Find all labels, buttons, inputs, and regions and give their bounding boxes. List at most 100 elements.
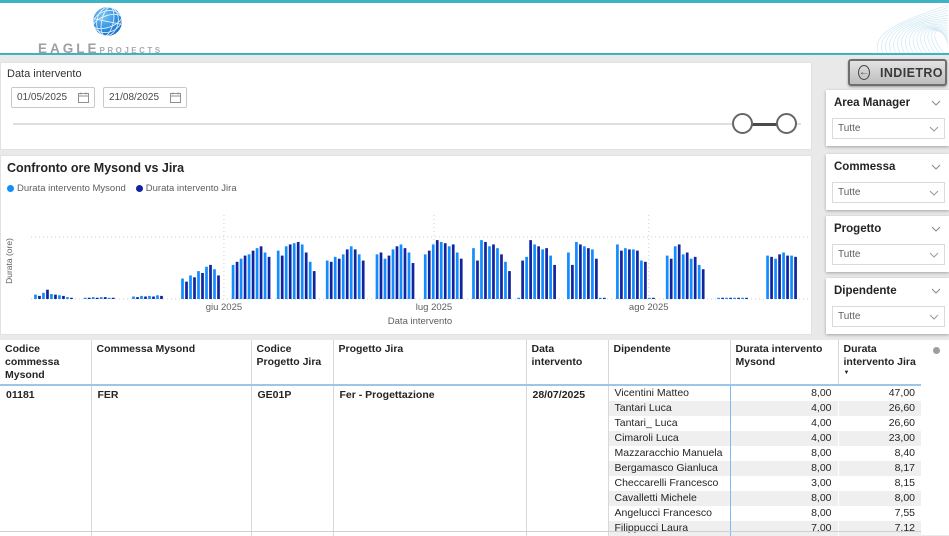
chart-bar[interactable]: [670, 259, 673, 299]
chart-bar[interactable]: [533, 244, 536, 299]
chart-bar[interactable]: [112, 298, 115, 299]
chart-bar[interactable]: [334, 257, 337, 299]
chart-bar[interactable]: [277, 251, 280, 299]
chart-bar[interactable]: [301, 244, 304, 299]
chart-bar[interactable]: [452, 244, 455, 299]
chart-bar[interactable]: [404, 248, 407, 299]
merged-cell-commessa[interactable]: FER: [91, 385, 251, 536]
back-button[interactable]: ← INDIETRO: [848, 59, 947, 86]
chart-bar[interactable]: [620, 251, 623, 299]
chart-bar[interactable]: [424, 254, 427, 299]
chart-bar[interactable]: [326, 261, 329, 299]
chart-bar[interactable]: [70, 298, 73, 299]
chart-bar[interactable]: [733, 298, 736, 299]
chart-bar[interactable]: [774, 259, 777, 299]
chart-bar[interactable]: [525, 257, 528, 299]
chart-bar[interactable]: [725, 298, 728, 299]
cell-durata-jira[interactable]: 7,12: [838, 521, 921, 536]
cell-dipendente[interactable]: Tantari_ Luca: [608, 416, 730, 431]
chart-bar[interactable]: [492, 244, 495, 299]
col-header-commessa[interactable]: Commessa Mysond: [91, 340, 251, 385]
chart-bar[interactable]: [537, 246, 540, 299]
chevron-down-icon[interactable]: [931, 100, 941, 106]
chart-bar[interactable]: [782, 253, 785, 300]
chart-bar[interactable]: [444, 243, 447, 299]
chart-bar[interactable]: [156, 295, 159, 299]
cell-dipendente[interactable]: Vicentini Matteo: [608, 385, 730, 401]
filter-dropdown-progetto[interactable]: Tutte: [832, 244, 945, 265]
chart-bar[interactable]: [209, 265, 212, 299]
chart-bar[interactable]: [305, 253, 308, 300]
chart-bar[interactable]: [392, 249, 395, 299]
chart-bar[interactable]: [737, 298, 740, 299]
col-header-codice-commessa[interactable]: Codice commessa Mysond: [0, 340, 91, 385]
chart-bar[interactable]: [350, 246, 353, 299]
chart-bar[interactable]: [745, 298, 748, 299]
chart-bar[interactable]: [567, 253, 570, 300]
cell-durata-mysond[interactable]: 8,00: [730, 446, 838, 461]
chart-bar[interactable]: [666, 256, 669, 299]
chart-bar[interactable]: [46, 290, 49, 299]
chart-bar[interactable]: [541, 249, 544, 299]
chart-bar[interactable]: [197, 271, 200, 299]
chart-bar[interactable]: [264, 253, 267, 300]
chart-bar[interactable]: [88, 298, 91, 299]
cell-dipendente[interactable]: Checcarelli Francesco: [608, 476, 730, 491]
chart-bar[interactable]: [545, 248, 548, 299]
filter-dropdown-commessa[interactable]: Tutte: [832, 182, 945, 203]
cell-durata-jira[interactable]: 8,17: [838, 461, 921, 476]
chart-bar[interactable]: [428, 251, 431, 299]
merged-cell-progetto[interactable]: Fer - Progettazione: [333, 385, 526, 536]
cell-dipendente[interactable]: Bergamasco Gianluca: [608, 461, 730, 476]
cell-dipendente[interactable]: Mazzaracchio Manuela: [608, 446, 730, 461]
chart-bar[interactable]: [460, 259, 463, 299]
chart-bar[interactable]: [62, 296, 65, 299]
chart-bar[interactable]: [148, 296, 151, 299]
chart-bar[interactable]: [628, 249, 631, 299]
chart-bar[interactable]: [338, 259, 341, 299]
chart-bar[interactable]: [496, 248, 499, 299]
chart-bar[interactable]: [152, 297, 155, 299]
chart-bar[interactable]: [595, 259, 598, 299]
chart-bar[interactable]: [717, 298, 720, 299]
cell-dipendente[interactable]: Cimaroli Luca: [608, 431, 730, 446]
chart-bar[interactable]: [84, 298, 87, 299]
cell-durata-mysond[interactable]: 4,00: [730, 431, 838, 446]
chart-bar[interactable]: [529, 240, 532, 299]
chart-bar[interactable]: [185, 282, 188, 299]
chart-bar[interactable]: [488, 246, 491, 299]
chart-bar[interactable]: [248, 254, 251, 299]
cell-durata-mysond[interactable]: 8,00: [730, 385, 838, 401]
chart-bar[interactable]: [50, 294, 53, 299]
date-slider-handle-start[interactable]: [732, 113, 753, 134]
chart-bar[interactable]: [484, 242, 487, 299]
chart-bar[interactable]: [770, 257, 773, 299]
chart-bar[interactable]: [690, 259, 693, 299]
chart-bar[interactable]: [412, 263, 415, 299]
cell-durata-jira[interactable]: 8,15: [838, 476, 921, 491]
chart-bar[interactable]: [92, 297, 95, 299]
chart-bar[interactable]: [384, 259, 387, 299]
chart-bar[interactable]: [698, 265, 701, 299]
chart-bar[interactable]: [260, 246, 263, 299]
chart-bar[interactable]: [591, 249, 594, 299]
cell-durata-jira[interactable]: 7,55: [838, 506, 921, 521]
chart-bar[interactable]: [281, 256, 284, 299]
legend-item-jira[interactable]: Durata intervento Jira: [136, 183, 237, 194]
chart-bar[interactable]: [741, 298, 744, 299]
chart-bar[interactable]: [790, 256, 793, 299]
chart-bar[interactable]: [648, 298, 651, 299]
chart-bar[interactable]: [38, 296, 41, 299]
chart-bar[interactable]: [400, 244, 403, 299]
chart-bar[interactable]: [189, 275, 192, 299]
chart-bar[interactable]: [549, 256, 552, 299]
cell-durata-mysond[interactable]: 4,00: [730, 416, 838, 431]
chart-bar[interactable]: [96, 298, 99, 299]
col-header-durata-jira[interactable]: Durata intervento Jira▼: [838, 340, 921, 385]
chart-bar[interactable]: [376, 254, 379, 299]
chart-bar[interactable]: [721, 298, 724, 299]
cell-durata-jira[interactable]: 47,00: [838, 385, 921, 401]
chart-bar[interactable]: [42, 293, 45, 299]
chart-bar[interactable]: [256, 248, 259, 299]
cell-durata-mysond[interactable]: 8,00: [730, 491, 838, 506]
